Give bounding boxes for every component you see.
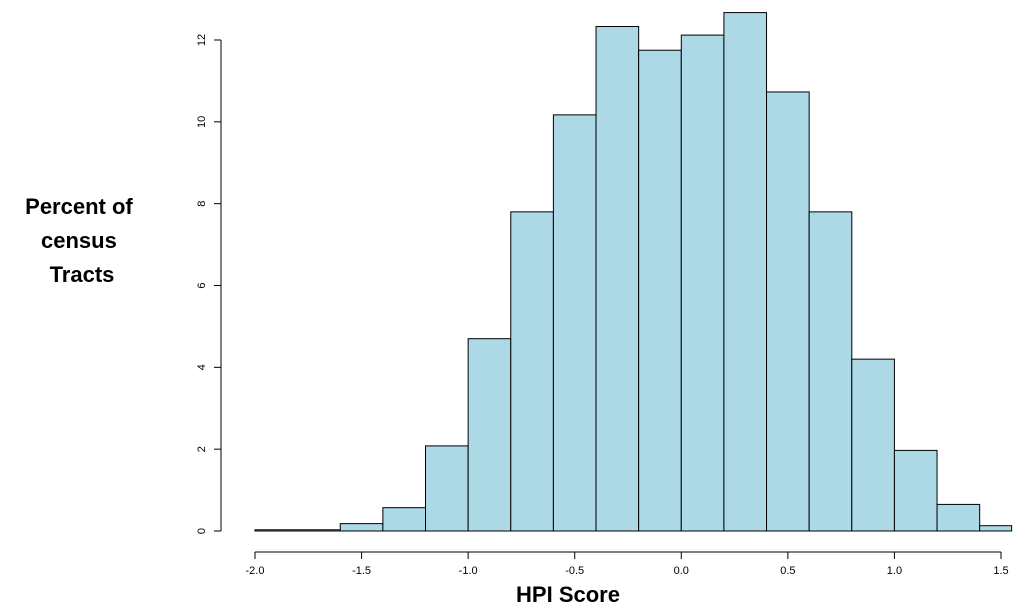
y-axis: 0 2 4 6 8 10 12	[196, 34, 222, 534]
y-tick-label: 12	[196, 34, 208, 46]
histogram-bar	[979, 525, 1013, 532]
histogram-bar	[680, 34, 725, 532]
x-axis-title: HPI Score	[516, 582, 620, 607]
x-tick-label: -1.5	[352, 565, 371, 577]
x-tick-label: -1.0	[459, 565, 478, 577]
y-tick-label: 6	[196, 282, 208, 288]
histogram-bar	[808, 211, 853, 532]
histogram-bar	[893, 449, 938, 532]
histogram-bar	[552, 114, 597, 532]
histogram-bar	[638, 49, 682, 532]
x-tick-label: 1.0	[887, 565, 902, 577]
histogram-bar	[254, 529, 341, 532]
x-tick-label: 0.5	[780, 565, 795, 577]
y-tick-label: 4	[196, 364, 208, 370]
histogram-bar	[425, 445, 469, 532]
histogram-bar	[766, 91, 810, 532]
y-axis-title-line-1: Percent of	[25, 194, 133, 219]
histogram-bar	[936, 503, 981, 532]
y-tick-label: 10	[196, 116, 208, 128]
x-tick-label: -0.5	[565, 565, 584, 577]
x-tick-label: -2.0	[246, 565, 265, 577]
histogram-bar	[723, 12, 768, 532]
histogram-bar	[510, 211, 554, 532]
y-axis-title-line-2: census	[41, 228, 117, 253]
histogram-bar	[339, 523, 384, 532]
histogram-bars	[254, 12, 1013, 532]
histogram-bar	[467, 338, 512, 532]
histogram-bar	[851, 358, 895, 532]
y-tick-label: 0	[196, 528, 208, 534]
y-tick-label: 8	[196, 201, 208, 207]
histogram-bar	[382, 507, 427, 532]
x-tick-label: 1.5	[993, 565, 1008, 577]
x-axis: -2.0 -1.5 -1.0 -0.5 0.0 0.5 1.0 1.5	[246, 551, 1009, 577]
y-axis-title: Percent of census Tracts	[25, 194, 139, 287]
histogram-bar	[595, 25, 640, 532]
x-tick-label: 0.0	[674, 565, 689, 577]
y-tick-label: 2	[196, 446, 208, 452]
y-axis-title-line-3: Tracts	[50, 262, 115, 287]
